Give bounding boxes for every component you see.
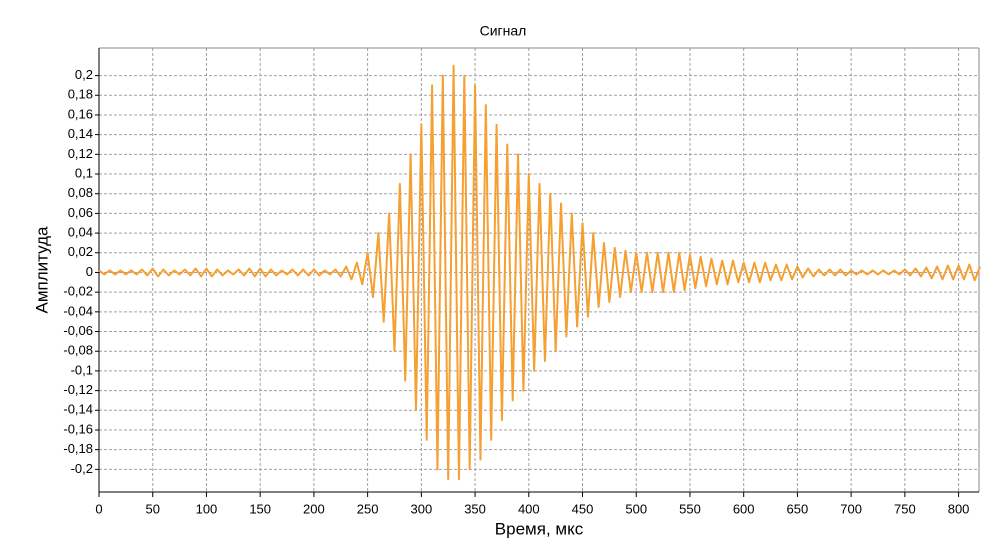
y-tick-label: 0,18 bbox=[68, 87, 93, 102]
x-axis-label: Время, мкс bbox=[495, 519, 584, 538]
x-tick-label: 150 bbox=[249, 501, 271, 516]
y-axis-label: Амплитуда bbox=[32, 226, 51, 313]
x-tick-label: 550 bbox=[679, 501, 701, 516]
y-tick-label: 0,1 bbox=[75, 165, 93, 180]
y-tick-label: -0,08 bbox=[63, 343, 93, 358]
y-tick-label: 0,2 bbox=[75, 67, 93, 82]
y-tick-label: 0,02 bbox=[68, 244, 93, 259]
x-tick-label: 100 bbox=[196, 501, 218, 516]
x-tick-label: 650 bbox=[787, 501, 809, 516]
y-tick-label: 0,04 bbox=[68, 225, 93, 240]
x-tick-label: 0 bbox=[95, 501, 102, 516]
y-tick-label: 0,16 bbox=[68, 106, 93, 121]
x-tick-label: 200 bbox=[303, 501, 325, 516]
y-tick-label: 0,08 bbox=[68, 185, 93, 200]
x-tick-label: 50 bbox=[145, 501, 159, 516]
x-tick-label: 250 bbox=[357, 501, 379, 516]
y-tick-label: -0,14 bbox=[63, 402, 93, 417]
x-tick-label: 500 bbox=[625, 501, 647, 516]
y-tick-label: -0,2 bbox=[71, 461, 93, 476]
y-tick-label: 0,14 bbox=[68, 126, 93, 141]
y-tick-label: 0 bbox=[86, 264, 93, 279]
y-tick-label: -0,12 bbox=[63, 382, 93, 397]
x-tick-label: 600 bbox=[733, 501, 755, 516]
x-tick-label: 800 bbox=[948, 501, 970, 516]
y-tick-label: 0,06 bbox=[68, 205, 93, 220]
x-tick-label: 300 bbox=[410, 501, 432, 516]
x-tick-label: 350 bbox=[464, 501, 486, 516]
y-tick-label: -0,04 bbox=[63, 303, 93, 318]
y-tick-label: 0,12 bbox=[68, 146, 93, 161]
y-tick-label: -0,06 bbox=[63, 323, 93, 338]
x-tick-label: 450 bbox=[572, 501, 594, 516]
x-tick-label: 750 bbox=[894, 501, 916, 516]
x-tick-label: 700 bbox=[840, 501, 862, 516]
signal-line bbox=[98, 64, 982, 481]
chart-title: Сигнал bbox=[480, 23, 527, 39]
y-tick-label: -0,18 bbox=[63, 441, 93, 456]
y-tick-label: -0,1 bbox=[71, 362, 93, 377]
y-tick-label: -0,16 bbox=[63, 421, 93, 436]
x-tick-label: 400 bbox=[518, 501, 540, 516]
y-tick-label: -0,02 bbox=[63, 284, 93, 299]
